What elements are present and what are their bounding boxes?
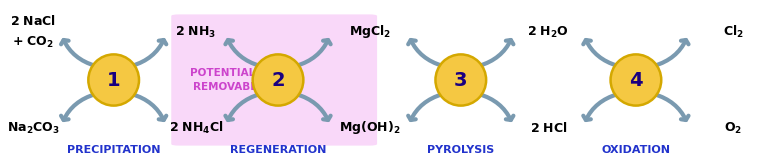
Text: $\mathbf{Mg(OH)_2}$: $\mathbf{Mg(OH)_2}$ — [339, 120, 401, 136]
Text: $\mathbf{2\ NH_4Cl}$: $\mathbf{2\ NH_4Cl}$ — [168, 120, 223, 136]
Text: PYROLYSIS: PYROLYSIS — [427, 145, 495, 155]
Ellipse shape — [88, 54, 139, 106]
Text: 4: 4 — [629, 71, 643, 89]
Text: REGENERATION: REGENERATION — [230, 145, 326, 155]
Text: $\mathbf{2\ HCl}$: $\mathbf{2\ HCl}$ — [530, 121, 567, 135]
Text: $\mathbf{2\ H_2O}$: $\mathbf{2\ H_2O}$ — [528, 24, 569, 40]
FancyBboxPatch shape — [171, 14, 377, 146]
Text: PRECIPITATION: PRECIPITATION — [67, 145, 161, 155]
Text: $\mathbf{2\ NaCl}$
$\mathbf{+\ CO_2}$: $\mathbf{2\ NaCl}$ $\mathbf{+\ CO_2}$ — [10, 14, 56, 50]
Ellipse shape — [611, 54, 661, 106]
Text: $\mathbf{Cl_2}$: $\mathbf{Cl_2}$ — [723, 24, 744, 40]
Text: $\mathbf{Na_2CO_3}$: $\mathbf{Na_2CO_3}$ — [7, 120, 59, 136]
Text: $\mathbf{O_2}$: $\mathbf{O_2}$ — [724, 120, 743, 136]
Text: 3: 3 — [454, 71, 468, 89]
Text: $\mathbf{2\ NH_3}$: $\mathbf{2\ NH_3}$ — [175, 24, 217, 40]
Ellipse shape — [435, 54, 486, 106]
Ellipse shape — [253, 54, 303, 106]
Text: 2: 2 — [271, 71, 285, 89]
Text: OXIDATION: OXIDATION — [601, 145, 670, 155]
Text: $\mathbf{MgCl_2}$: $\mathbf{MgCl_2}$ — [349, 24, 392, 40]
Text: 1: 1 — [107, 71, 121, 89]
Text: POTENTIALLY
REMOVABLE: POTENTIALLY REMOVABLE — [190, 68, 268, 92]
